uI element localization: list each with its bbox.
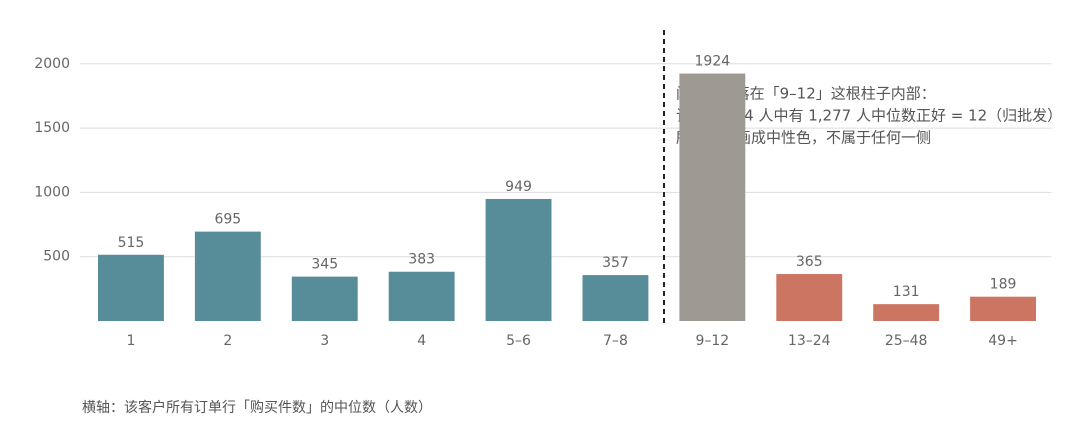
x-tick-label: 13–24 — [788, 333, 831, 349]
bar — [291, 276, 358, 321]
value-label: 365 — [796, 254, 823, 270]
value-label: 383 — [408, 252, 435, 268]
x-tick-label: 2 — [223, 333, 232, 349]
x-tick-label: 7–8 — [603, 333, 628, 349]
value-label: 345 — [311, 257, 338, 273]
y-tick-label: 2000 — [34, 56, 70, 72]
x-tick-label: 3 — [320, 333, 329, 349]
x-tick-label: 1 — [126, 333, 135, 349]
annotation: 该柱 1,924 人中有 1,277 人中位数正好 = 12（归批发） — [676, 107, 1062, 125]
bar — [194, 231, 261, 321]
value-label: 1924 — [695, 54, 731, 70]
bar — [776, 274, 843, 321]
value-label: 189 — [990, 277, 1017, 293]
value-label: 357 — [602, 255, 629, 271]
x-axis-label: 横轴：该客户所有订单行「购买件数」的中位数（人数） — [82, 399, 432, 416]
x-tick-label: 25–48 — [885, 333, 928, 349]
bar — [970, 296, 1036, 321]
value-label: 949 — [505, 179, 532, 195]
x-tick-label: 49+ — [988, 333, 1018, 349]
value-label: 131 — [893, 284, 920, 300]
y-tick-label: 1000 — [34, 184, 70, 200]
x-tick-label: 9–12 — [695, 333, 729, 349]
value-label: 695 — [214, 212, 241, 228]
y-tick-label: 500 — [43, 249, 70, 265]
x-tick-label: 4 — [417, 333, 426, 349]
y-tick-label: 1500 — [34, 120, 70, 136]
value-label: 515 — [118, 235, 145, 251]
bar — [485, 198, 552, 321]
bar — [582, 275, 649, 321]
bar — [388, 271, 455, 321]
bar — [98, 254, 164, 321]
bar — [679, 73, 746, 321]
x-tick-label: 5–6 — [506, 333, 531, 349]
bar — [873, 304, 940, 321]
